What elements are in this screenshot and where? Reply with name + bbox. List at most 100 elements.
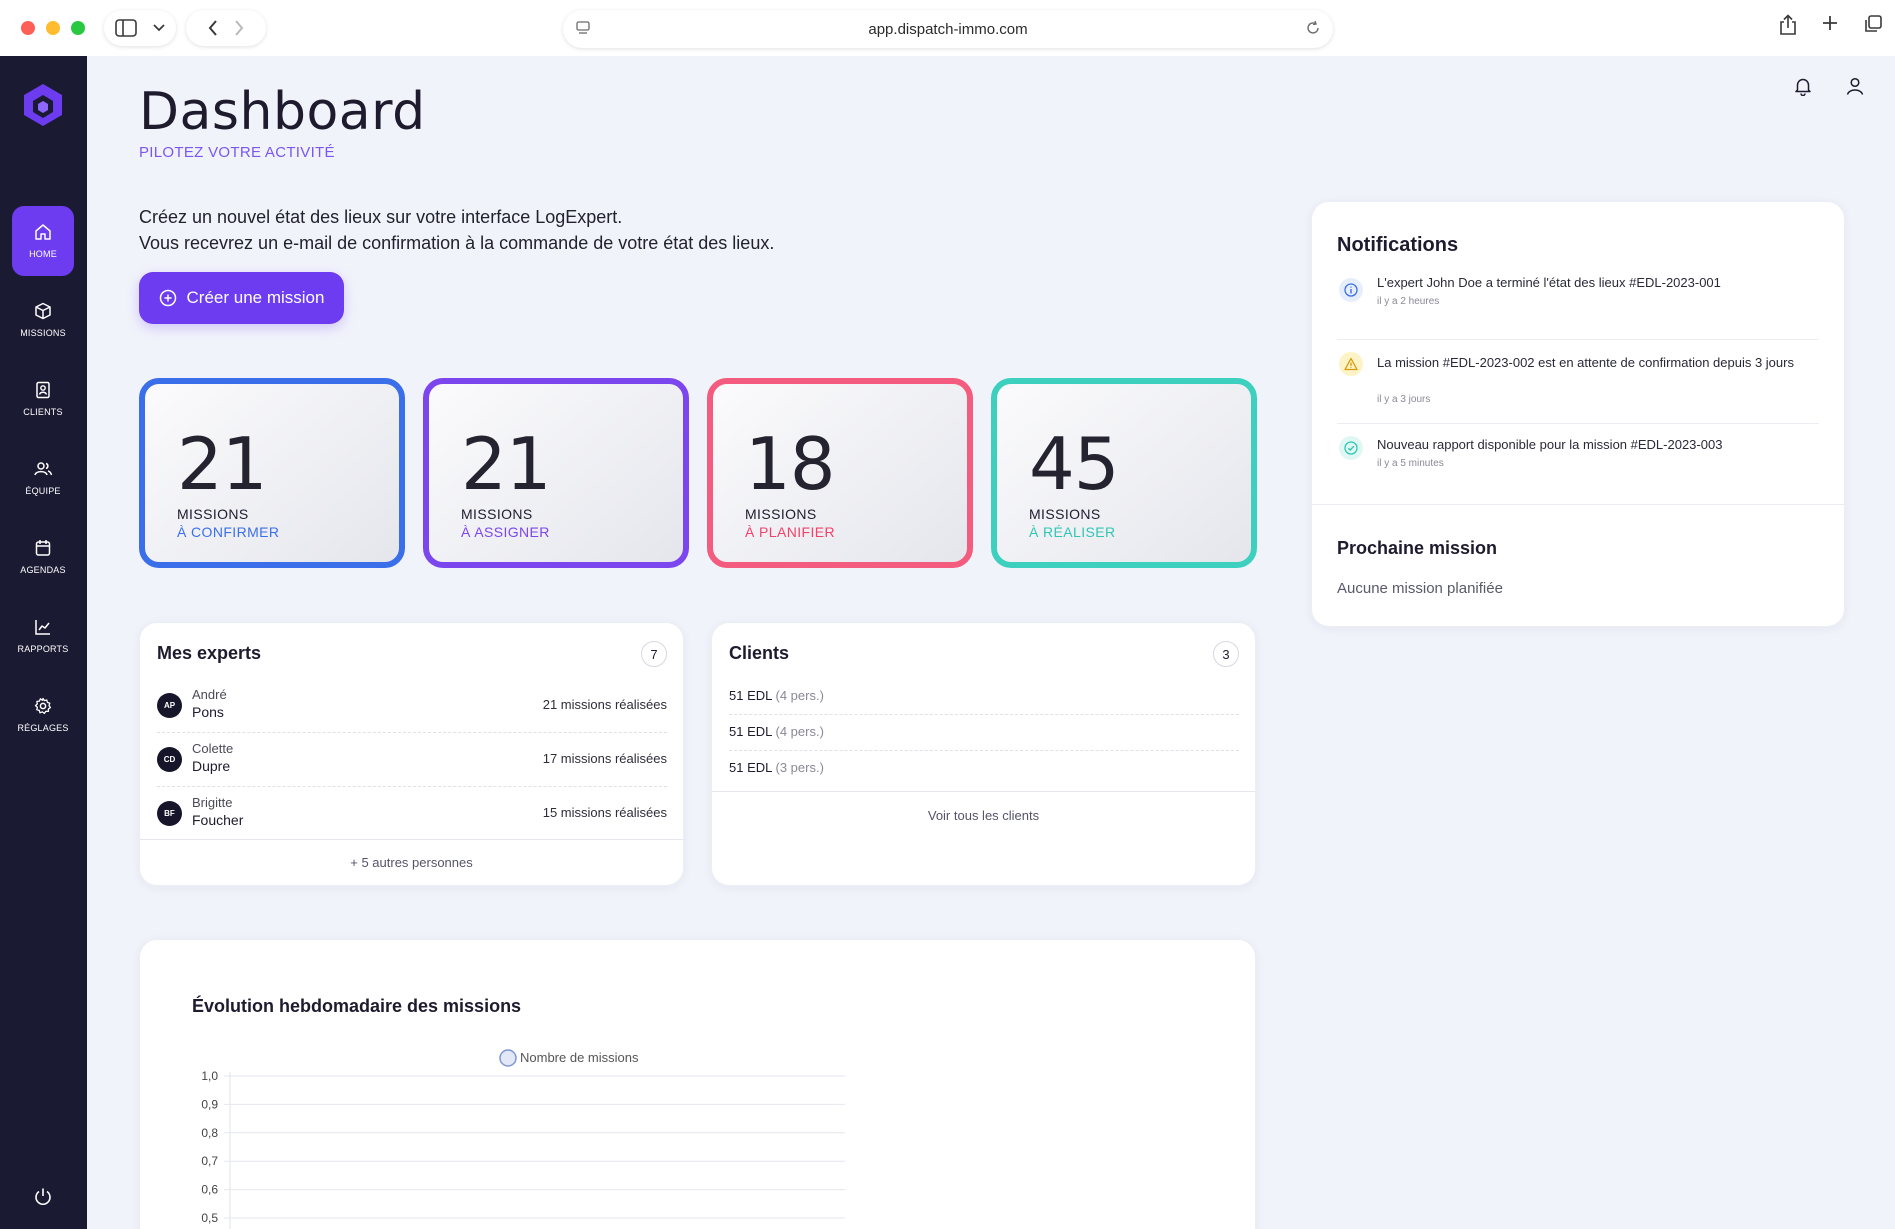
see-all-clients-link[interactable]: Voir tous les clients	[712, 791, 1255, 841]
tabs-overview-icon[interactable]	[1863, 14, 1883, 34]
app-logo[interactable]	[20, 82, 66, 128]
stat-card-to-carry-out[interactable]: 45 MISSIONS À RÉALISER	[991, 378, 1257, 568]
sidebar-item-label: AGENDAS	[20, 565, 66, 575]
create-mission-button[interactable]: Créer une mission	[139, 272, 344, 324]
expert-missions-count: 17 missions réalisées	[542, 751, 667, 766]
stat-value: 18	[745, 422, 836, 506]
calendar-icon	[35, 540, 51, 556]
legend-label[interactable]: Nombre de missions	[520, 1050, 639, 1065]
experts-card: Mes experts 7 AP André Pons 21 missions …	[139, 622, 684, 886]
stat-label: MISSIONS	[1029, 506, 1101, 522]
sidebar-item-missions[interactable]: MISSIONS	[12, 285, 74, 355]
share-icon[interactable]	[1779, 14, 1797, 36]
intro-line-1: Créez un nouvel état des lieux sur votre…	[139, 207, 623, 227]
page-title: Dashboard	[139, 82, 426, 142]
stat-status: À CONFIRMER	[177, 524, 280, 540]
forward-icon[interactable]	[234, 19, 244, 37]
notification-item[interactable]: La mission #EDL-2023-002 est en attente …	[1337, 340, 1819, 424]
browser-actions	[1779, 14, 1883, 36]
close-window-button[interactable]	[21, 21, 35, 35]
clients-title: Clients	[729, 643, 790, 663]
avatar: CD	[157, 747, 182, 772]
more-experts-link[interactable]: + 5 autres personnes	[140, 839, 683, 885]
new-tab-icon[interactable]	[1821, 14, 1839, 32]
expert-first-name: Colette	[192, 741, 234, 756]
y-tick-label: 0,8	[201, 1126, 218, 1140]
expert-row[interactable]: CD Colette Dupre 17 missions réalisées	[157, 733, 667, 787]
notifications-panel: Notifications L'expert John Doe a termin…	[1311, 201, 1845, 627]
cube-icon	[35, 302, 51, 320]
info-icon	[1339, 278, 1363, 302]
reload-icon[interactable]	[1305, 20, 1321, 36]
legend-marker[interactable]	[499, 1049, 517, 1067]
notifications-title: Notifications	[1337, 234, 1459, 256]
stat-card-to-plan[interactable]: 18 MISSIONS À PLANIFIER	[707, 378, 973, 568]
expert-row[interactable]: BF Brigitte Foucher 15 missions réalisée…	[157, 787, 667, 841]
stat-card-to-assign[interactable]: 21 MISSIONS À ASSIGNER	[423, 378, 689, 568]
experts-count-badge: 7	[641, 641, 667, 667]
notification-text: La mission #EDL-2023-002 est en attente …	[1377, 355, 1794, 370]
sidebar-item-reglages[interactable]: RÉGLAGES	[12, 680, 74, 750]
browser-toolbar: app.dispatch-immo.com	[0, 0, 1895, 56]
clients-card: Clients 3 51 EDL (4 pers.) 51 EDL (4 per…	[711, 622, 1256, 886]
home-icon	[35, 224, 51, 240]
stat-card-to-confirm[interactable]: 21 MISSIONS À CONFIRMER	[139, 378, 405, 568]
sidebar-item-label: MISSIONS	[20, 328, 66, 338]
client-name: 51 EDL	[729, 688, 772, 703]
notification-item[interactable]: Nouveau rapport disponible pour la missi…	[1337, 424, 1819, 486]
sidebar-item-clients[interactable]: CLIENTS	[12, 364, 74, 434]
logout-power-icon[interactable]	[33, 1187, 53, 1207]
client-row[interactable]: 51 EDL (4 pers.)	[729, 715, 1239, 751]
address-bar[interactable]: app.dispatch-immo.com	[563, 10, 1333, 48]
chevron-down-icon	[153, 24, 165, 32]
intro-text: Créez un nouvel état des lieux sur votre…	[139, 204, 774, 256]
y-tick-label: 0,9	[201, 1097, 218, 1111]
expert-row[interactable]: AP André Pons 21 missions réalisées	[157, 679, 667, 733]
create-mission-label: Créer une mission	[186, 288, 325, 307]
expert-last-name: Foucher	[192, 812, 244, 828]
url-text: app.dispatch-immo.com	[868, 20, 1028, 38]
client-row[interactable]: 51 EDL (4 pers.)	[729, 679, 1239, 715]
check-circle-icon	[1339, 436, 1363, 460]
client-name: 51 EDL	[729, 760, 772, 775]
stat-status: À PLANIFIER	[745, 524, 835, 540]
app-sidebar: HOME MISSIONS CLIENTS ÉQUIPE AGENDAS RAP…	[0, 56, 87, 1229]
sidebar-item-label: HOME	[29, 249, 57, 259]
client-row[interactable]: 51 EDL (3 pers.)	[729, 751, 1239, 787]
client-people: (4 pers.)	[775, 688, 824, 703]
stat-status: À RÉALISER	[1029, 524, 1116, 540]
notification-text: L'expert John Doe a terminé l'état des l…	[1377, 275, 1721, 290]
user-account-icon[interactable]	[1845, 76, 1865, 96]
stat-status: À ASSIGNER	[461, 524, 550, 540]
expert-missions-count: 15 missions réalisées	[542, 805, 667, 820]
zoom-window-button[interactable]	[71, 21, 85, 35]
panel-divider	[1312, 504, 1844, 505]
back-icon[interactable]	[208, 19, 218, 37]
notification-bell-icon[interactable]	[1793, 76, 1813, 96]
client-name: 51 EDL	[729, 724, 772, 739]
avatar: AP	[157, 693, 182, 718]
sidebar-item-label: CLIENTS	[23, 407, 63, 417]
stat-value: 21	[461, 422, 552, 506]
sidebar-toggle-button[interactable]	[104, 10, 176, 46]
team-icon	[34, 462, 53, 476]
y-tick-label: 0,5	[201, 1211, 218, 1225]
warning-icon	[1339, 352, 1363, 376]
client-people: (4 pers.)	[775, 724, 824, 739]
sidebar-item-equipe[interactable]: ÉQUIPE	[12, 443, 74, 513]
avatar: BF	[157, 801, 182, 826]
sidebar-item-agendas[interactable]: AGENDAS	[12, 522, 74, 592]
minimize-window-button[interactable]	[46, 21, 60, 35]
gear-icon	[34, 697, 52, 715]
sidebar-item-label: RAPPORTS	[17, 644, 69, 654]
expert-last-name: Pons	[192, 704, 224, 720]
sidebar-item-rapports[interactable]: RAPPORTS	[12, 601, 74, 671]
chart-title: Évolution hebdomadaire des missions	[192, 996, 522, 1016]
sidebar-item-home[interactable]: HOME	[12, 206, 74, 276]
notification-item[interactable]: L'expert John Doe a terminé l'état des l…	[1337, 274, 1819, 340]
top-actions	[1793, 76, 1865, 96]
page-menu-icon[interactable]	[575, 20, 591, 36]
y-tick-label: 0,7	[201, 1154, 218, 1168]
stat-label: MISSIONS	[745, 506, 817, 522]
notification-time: il y a 5 minutes	[1377, 458, 1444, 469]
